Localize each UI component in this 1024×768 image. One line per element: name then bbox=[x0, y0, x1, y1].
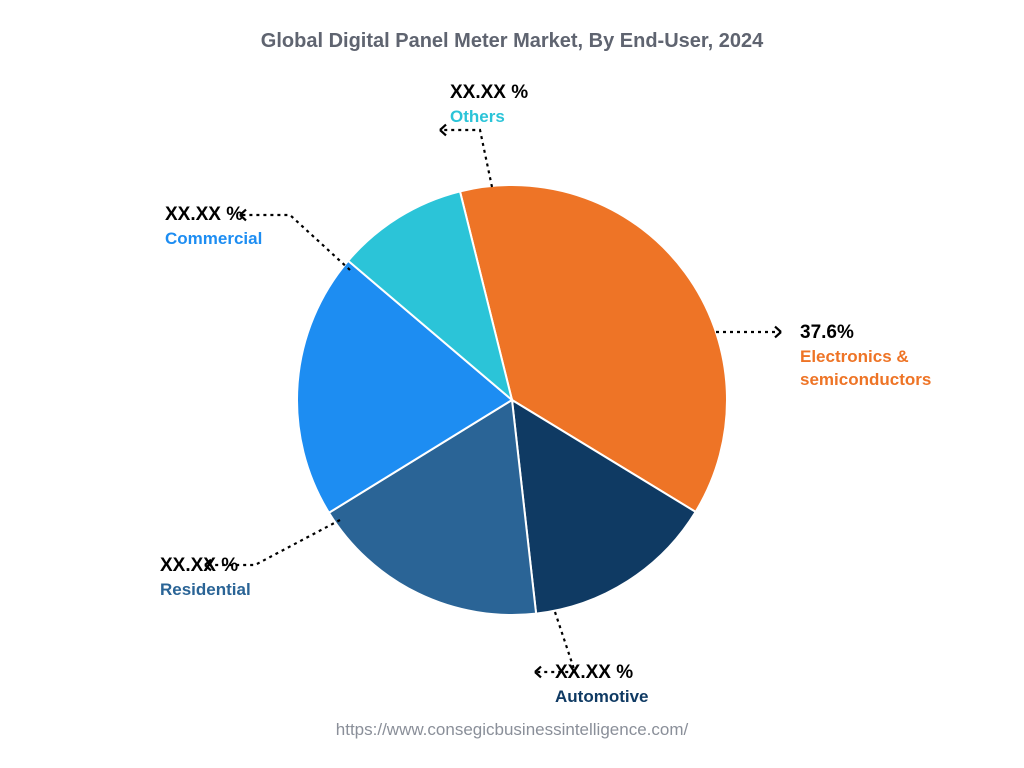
slice-name-residential: Residential bbox=[160, 579, 320, 602]
slice-pct-residential: XX.XX % bbox=[160, 553, 320, 579]
chart-title-text: Global Digital Panel Meter Market, By En… bbox=[261, 30, 763, 52]
footer-url: https://www.consegicbusinessintelligence… bbox=[0, 720, 1024, 740]
slice-name-others: Others bbox=[450, 106, 610, 129]
footer-text: https://www.consegicbusinessintelligence… bbox=[336, 720, 688, 739]
slice-name-automotive: Automotive bbox=[555, 686, 755, 709]
slice-label-electronics: 37.6%Electronics & semiconductors bbox=[800, 320, 980, 392]
slice-label-residential: XX.XX %Residential bbox=[160, 553, 320, 602]
chart-container: Global Digital Panel Meter Market, By En… bbox=[0, 0, 1024, 768]
slice-name-electronics: Electronics & semiconductors bbox=[800, 346, 980, 392]
leader-line-others bbox=[440, 130, 492, 187]
slice-pct-electronics: 37.6% bbox=[800, 320, 980, 346]
leader-arrow-icon bbox=[775, 327, 781, 338]
slice-label-others: XX.XX %Others bbox=[450, 80, 610, 129]
slice-pct-automotive: XX.XX % bbox=[555, 660, 755, 686]
slice-label-automotive: XX.XX %Automotive bbox=[555, 660, 755, 709]
slice-label-commercial: XX.XX %Commercial bbox=[165, 202, 325, 251]
slice-pct-commercial: XX.XX % bbox=[165, 202, 325, 228]
chart-title: Global Digital Panel Meter Market, By En… bbox=[0, 30, 1024, 53]
slice-pct-others: XX.XX % bbox=[450, 80, 610, 106]
slice-name-commercial: Commercial bbox=[165, 228, 325, 251]
